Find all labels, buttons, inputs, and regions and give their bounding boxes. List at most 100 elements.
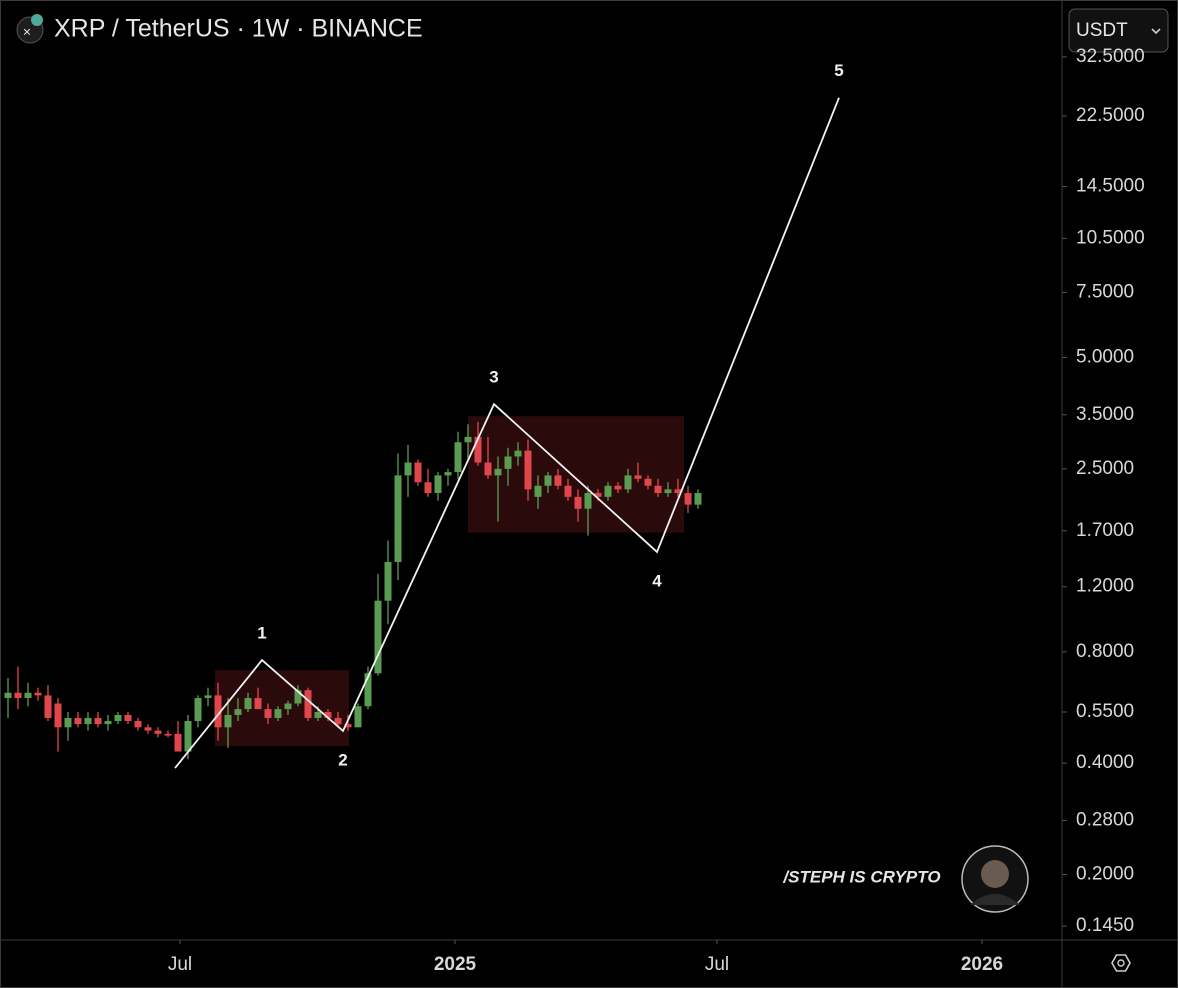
candle-body bbox=[174, 733, 182, 752]
y-tick-label: 3.5000 bbox=[1076, 404, 1134, 425]
candle-body bbox=[74, 717, 82, 725]
settings-icon[interactable] bbox=[1111, 954, 1131, 972]
candle-body bbox=[564, 485, 572, 497]
settings-icon-center[interactable] bbox=[1117, 959, 1125, 967]
watermark: /STEPH IS CRYPTO bbox=[782, 867, 940, 886]
candle-body bbox=[244, 698, 252, 710]
candle-body bbox=[694, 493, 702, 505]
candle-body bbox=[124, 714, 132, 722]
y-tick-label: 22.5000 bbox=[1076, 105, 1145, 126]
candle-body bbox=[634, 475, 642, 479]
y-tick-label: 0.2800 bbox=[1076, 809, 1134, 830]
candle-body bbox=[454, 442, 462, 473]
x-tick-label: Jul bbox=[705, 954, 729, 975]
candle-body bbox=[494, 468, 502, 476]
candle-body bbox=[374, 600, 382, 674]
candle-body bbox=[354, 706, 362, 728]
candle-body bbox=[164, 733, 172, 736]
wave-label: 5 bbox=[834, 61, 843, 80]
svg-text:×: × bbox=[23, 24, 31, 40]
candle-body bbox=[534, 485, 542, 497]
y-tick-label: 14.5000 bbox=[1076, 176, 1145, 197]
consolidation-zone bbox=[215, 670, 349, 747]
y-tick-label: 32.5000 bbox=[1076, 46, 1145, 67]
candle-body bbox=[264, 709, 272, 718]
candle-body bbox=[524, 450, 532, 490]
plot-area: 1 2 3 4 5 bbox=[4, 61, 844, 769]
candle-body bbox=[434, 475, 442, 494]
y-tick-label: 0.5500 bbox=[1076, 701, 1134, 722]
candle-body bbox=[114, 714, 122, 722]
candle-body bbox=[624, 475, 632, 490]
candle-body bbox=[154, 730, 162, 734]
candle-body bbox=[414, 462, 422, 483]
candle-body bbox=[334, 717, 342, 725]
y-tick-label: 0.4000 bbox=[1076, 752, 1134, 773]
y-tick-label: 10.5000 bbox=[1076, 227, 1145, 248]
candle-body bbox=[424, 482, 432, 494]
candle-body bbox=[94, 717, 102, 725]
wave-label: 2 bbox=[338, 750, 347, 769]
candle-body bbox=[464, 436, 472, 443]
candle-body bbox=[294, 690, 302, 704]
candle-body bbox=[104, 721, 112, 725]
candle-body bbox=[664, 489, 672, 494]
candle-body bbox=[204, 695, 212, 699]
candle-body bbox=[514, 450, 522, 457]
x-tick-label: 2026 bbox=[961, 954, 1003, 975]
y-tick-label: 2.5000 bbox=[1076, 458, 1134, 479]
candle-body bbox=[34, 692, 42, 696]
y-tick-label: 1.7000 bbox=[1076, 520, 1134, 541]
settings-button[interactable] bbox=[1111, 954, 1131, 972]
candle-body bbox=[684, 493, 692, 505]
candle-body bbox=[384, 561, 392, 601]
candle-body bbox=[574, 496, 582, 509]
candle-body bbox=[554, 475, 562, 486]
y-tick-label: 0.8000 bbox=[1076, 641, 1134, 662]
currency-label[interactable]: USDT bbox=[1076, 20, 1128, 41]
candle-body bbox=[544, 475, 552, 486]
candle-body bbox=[64, 717, 72, 728]
candle-body bbox=[194, 698, 202, 722]
candle-body bbox=[654, 485, 662, 494]
candle-body bbox=[214, 695, 222, 728]
candle-body bbox=[304, 690, 312, 718]
y-tick-label: 7.5000 bbox=[1076, 281, 1134, 302]
y-tick-label: 5.0000 bbox=[1076, 347, 1134, 368]
candle-body bbox=[284, 703, 292, 710]
candle-body bbox=[54, 703, 62, 728]
consolidation-zone bbox=[468, 416, 684, 533]
candle-body bbox=[314, 712, 322, 718]
candle-body bbox=[474, 436, 482, 463]
candle-body bbox=[344, 724, 352, 728]
candle-body bbox=[394, 475, 402, 562]
candle-body bbox=[184, 721, 192, 752]
candle-body bbox=[274, 709, 282, 718]
candle-body bbox=[324, 712, 332, 718]
chart-title: XRP / TetherUS · 1W · BINANCE bbox=[54, 15, 423, 43]
y-tick-label: 0.2000 bbox=[1076, 863, 1134, 884]
currency-button-frame[interactable] bbox=[1068, 8, 1169, 53]
candle-body bbox=[4, 692, 12, 699]
candle-body bbox=[644, 478, 652, 486]
chevron[interactable] bbox=[1151, 28, 1161, 35]
candle-body bbox=[484, 462, 492, 476]
x-tick-label: Jul bbox=[168, 954, 192, 975]
symbol-icon: × bbox=[16, 14, 44, 44]
candle-body bbox=[254, 698, 262, 710]
y-tick-label: 1.2000 bbox=[1076, 576, 1134, 597]
wave-label: 1 bbox=[257, 624, 266, 643]
candle-body bbox=[614, 485, 622, 490]
candle-body bbox=[504, 456, 512, 469]
wave-label: 3 bbox=[489, 368, 498, 387]
candle-body bbox=[84, 717, 92, 725]
candle-body bbox=[44, 695, 52, 718]
candle-body bbox=[24, 692, 32, 699]
candle-body bbox=[364, 673, 372, 707]
currency-button[interactable]: USDT bbox=[1068, 8, 1169, 53]
candle-body bbox=[604, 485, 612, 497]
candle-body bbox=[234, 709, 242, 715]
avatar bbox=[961, 845, 1029, 913]
